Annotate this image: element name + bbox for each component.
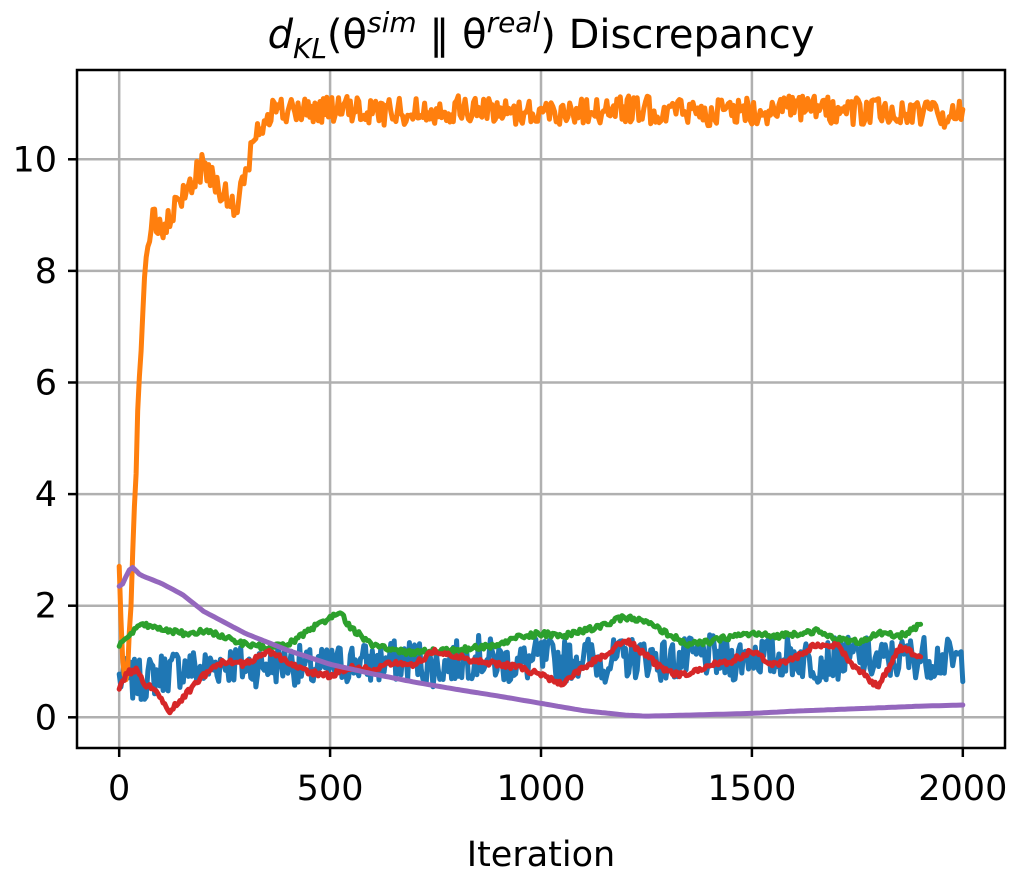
- title-open: (θ: [327, 12, 367, 58]
- x-tick-label: 1000: [496, 769, 585, 809]
- title-d: d: [268, 12, 294, 58]
- chart-title: dKL(θsim ‖ θreal) Discrepancy: [268, 6, 815, 65]
- series-line-5: [116, 565, 966, 719]
- x-axis-label: Iteration: [467, 835, 615, 869]
- y-tick-label: 6: [35, 363, 57, 403]
- series-line-2: [116, 93, 966, 683]
- y-tick-label: 4: [35, 475, 57, 515]
- grid: [77, 70, 1005, 748]
- y-tick-label: 2: [35, 587, 57, 627]
- x-tick-label: 500: [297, 769, 364, 809]
- x-tick-label: 1500: [707, 769, 796, 809]
- y-tick-label: 0: [35, 698, 57, 738]
- title-sim-superscript: sim: [367, 6, 417, 39]
- title-kl-subscript: KL: [293, 32, 327, 65]
- series-line-3: [116, 610, 924, 658]
- ticks: 0 500 1000 1500 2000 0 2 4 6 8 10: [12, 140, 1007, 809]
- y-tick-label: 10: [12, 140, 57, 180]
- x-tick-label: 0: [108, 769, 130, 809]
- series-group: [116, 93, 966, 719]
- y-tick-label: 8: [35, 252, 57, 292]
- title-separator: ‖ θ: [417, 12, 487, 58]
- title-close: ) Discrepancy: [540, 12, 814, 58]
- series-line-4: [116, 637, 924, 716]
- title-real-superscript: real: [487, 6, 541, 39]
- x-tick-label: 2000: [918, 769, 1007, 809]
